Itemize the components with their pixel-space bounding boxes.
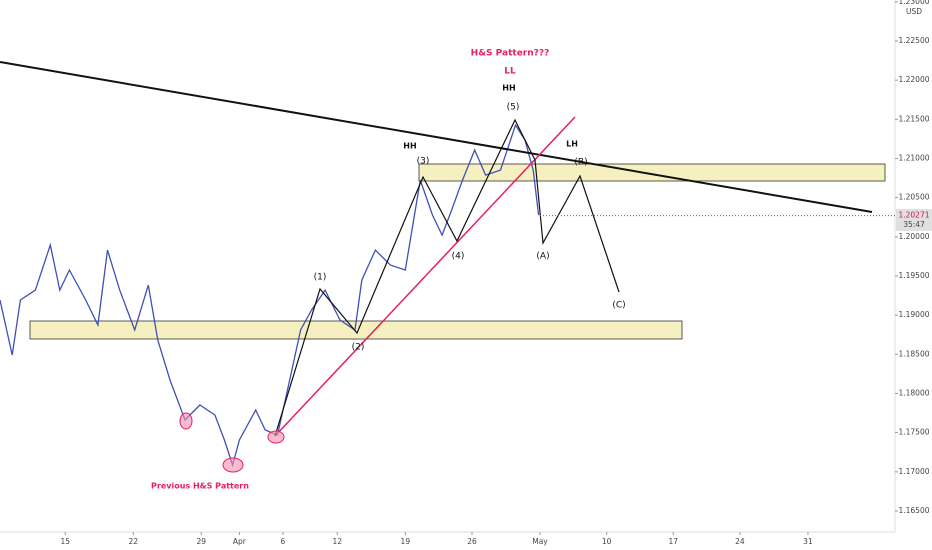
- x-tick-label: 15: [61, 537, 71, 546]
- x-tick-label: 29: [197, 537, 207, 546]
- x-tick-label: Apr: [233, 537, 247, 546]
- countdown: 35:47: [903, 220, 925, 229]
- y-tick-label: 1.20000: [898, 232, 929, 241]
- x-tick-label: 24: [735, 537, 745, 546]
- wave-count: [274, 118, 620, 437]
- x-tick-label: 10: [602, 537, 612, 546]
- annotation: (B): [574, 158, 587, 168]
- highlight: [267, 430, 285, 444]
- y-tick-label: 1.18500: [898, 349, 929, 358]
- annotation: HH: [403, 142, 416, 151]
- y-tick-label: 1.18000: [898, 388, 929, 397]
- x-tick-label: 26: [467, 537, 477, 546]
- price-badge: [896, 209, 932, 231]
- x-tick-label: 6: [281, 537, 286, 546]
- last-price: 1.20271: [898, 211, 929, 220]
- x-tick-label: 22: [129, 537, 139, 546]
- y-tick-label: 1.20500: [898, 193, 929, 202]
- highlight: [179, 412, 193, 430]
- annotation: (3): [417, 157, 430, 167]
- annotation: HH: [502, 84, 515, 93]
- annotation: (2): [352, 343, 365, 353]
- y-tick-label: 1.22500: [898, 36, 929, 45]
- y-tick-label: 1.16500: [898, 506, 929, 515]
- annotation: Previous H&S Pattern: [151, 482, 249, 491]
- trendline: [0, 61, 873, 213]
- currency: USD: [906, 7, 922, 16]
- resistance-zone: [418, 163, 886, 182]
- highlight: [222, 457, 244, 473]
- annotation: H&S Pattern???: [471, 49, 550, 59]
- annotation: (4): [452, 252, 465, 262]
- x-tick-label: 31: [803, 537, 813, 546]
- trendline: [274, 116, 576, 437]
- y-tick-label: 1.21500: [898, 114, 929, 123]
- annotation: (1): [314, 273, 327, 283]
- y-tick-label: 1.17500: [898, 428, 929, 437]
- x-tick-label: 17: [669, 537, 679, 546]
- annotation: LH: [566, 140, 578, 149]
- annotation: (5): [507, 103, 520, 113]
- y-tick-label: 1.19500: [898, 271, 929, 280]
- y-tick-label: 1.19000: [898, 310, 929, 319]
- x-tick-label: May: [532, 537, 548, 546]
- y-tick-label: 1.23000: [898, 0, 929, 6]
- annotation: LL: [504, 67, 516, 77]
- annotation: (A): [536, 252, 549, 262]
- annotation: (C): [612, 301, 625, 311]
- y-tick-label: 1.17000: [898, 467, 929, 476]
- x-tick-label: 19: [401, 537, 411, 546]
- x-tick-label: 12: [333, 537, 343, 546]
- y-tick-label: 1.22000: [898, 75, 929, 84]
- y-tick-label: 1.21000: [898, 153, 929, 162]
